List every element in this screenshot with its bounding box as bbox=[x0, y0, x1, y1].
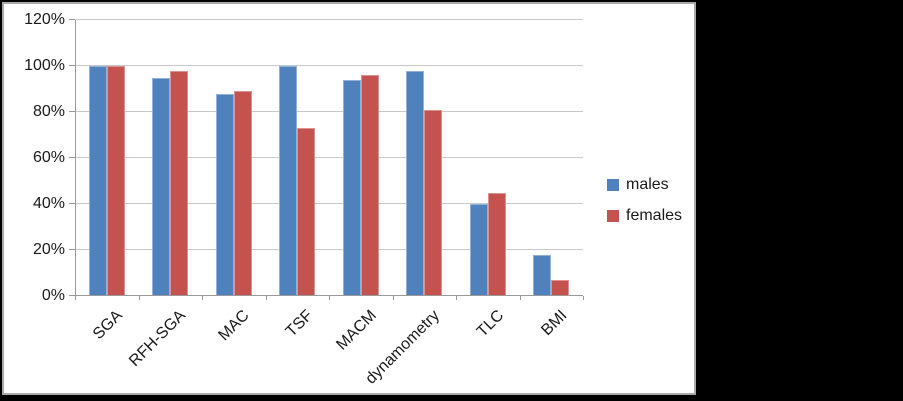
bar-females-TSF bbox=[297, 128, 316, 296]
x-axis-tick bbox=[329, 296, 330, 300]
legend-label-females: females bbox=[626, 207, 683, 224]
y-axis-tick bbox=[69, 157, 75, 158]
bar-males-dynamometry bbox=[406, 70, 425, 296]
y-axis-label-120%: 120% bbox=[24, 11, 65, 28]
plot-area: 0% 20% 40% 60% 80% 100% 120% SGA RFH-SGA MAC TSF MA… bbox=[24, 11, 584, 388]
x-axis-tick bbox=[265, 296, 267, 300]
y-axis-label-40%: 40% bbox=[32, 195, 65, 212]
bar-females-TLC bbox=[487, 192, 506, 296]
x-axis-tick bbox=[392, 296, 394, 300]
gridline-80% bbox=[75, 111, 583, 112]
bar-males-RFH-SGA bbox=[152, 77, 171, 296]
y-axis-tick bbox=[69, 203, 75, 204]
y-axis-label-80%: 80% bbox=[32, 103, 65, 120]
males-series-swatch-icon bbox=[607, 179, 619, 191]
x-axis-tick bbox=[138, 296, 140, 300]
x-axis-tick bbox=[583, 296, 584, 300]
bar-males-BMI bbox=[533, 254, 552, 296]
y-axis-tick bbox=[69, 111, 75, 112]
x-axis-tick bbox=[456, 296, 457, 300]
bar-females-BMI bbox=[551, 279, 570, 296]
x-axis-line bbox=[75, 295, 583, 296]
y-axis-line bbox=[75, 20, 76, 296]
x-axis-tick bbox=[202, 296, 203, 300]
gridline-40% bbox=[75, 203, 583, 204]
gridline-60% bbox=[75, 157, 583, 158]
y-axis-label-100%: 100% bbox=[24, 57, 65, 74]
legend-item-females: females bbox=[607, 205, 682, 227]
legend-item-males: males bbox=[607, 174, 682, 196]
gridline-120% bbox=[75, 19, 583, 20]
x-axis-tick bbox=[519, 296, 521, 300]
bar-males-MACM bbox=[342, 79, 361, 296]
bar-males-SGA bbox=[88, 66, 107, 296]
gridline-20% bbox=[75, 249, 583, 250]
y-axis-tick bbox=[69, 249, 75, 250]
legend-label-males: males bbox=[626, 176, 669, 193]
x-axis-tick bbox=[75, 296, 76, 300]
females-series-swatch-icon bbox=[607, 210, 619, 222]
bar-females-RFH-SGA bbox=[170, 70, 189, 296]
bar-males-TSF bbox=[279, 66, 298, 296]
y-axis-label-20%: 20% bbox=[32, 241, 65, 258]
bar-females-dynamometry bbox=[424, 109, 443, 296]
y-axis-tick bbox=[69, 295, 75, 296]
legend: males females bbox=[607, 174, 682, 236]
bar-males-TLC bbox=[469, 204, 488, 296]
y-axis-tick bbox=[69, 65, 75, 66]
y-axis-label-60%: 60% bbox=[32, 149, 65, 166]
y-axis-tick bbox=[69, 19, 75, 20]
bar-females-SGA bbox=[106, 66, 125, 296]
y-axis-label-0%: 0% bbox=[41, 287, 65, 304]
bar-males-MAC bbox=[215, 93, 234, 296]
bar-females-MAC bbox=[233, 91, 252, 296]
bar-females-MACM bbox=[360, 75, 379, 296]
gridline-100% bbox=[75, 65, 583, 66]
